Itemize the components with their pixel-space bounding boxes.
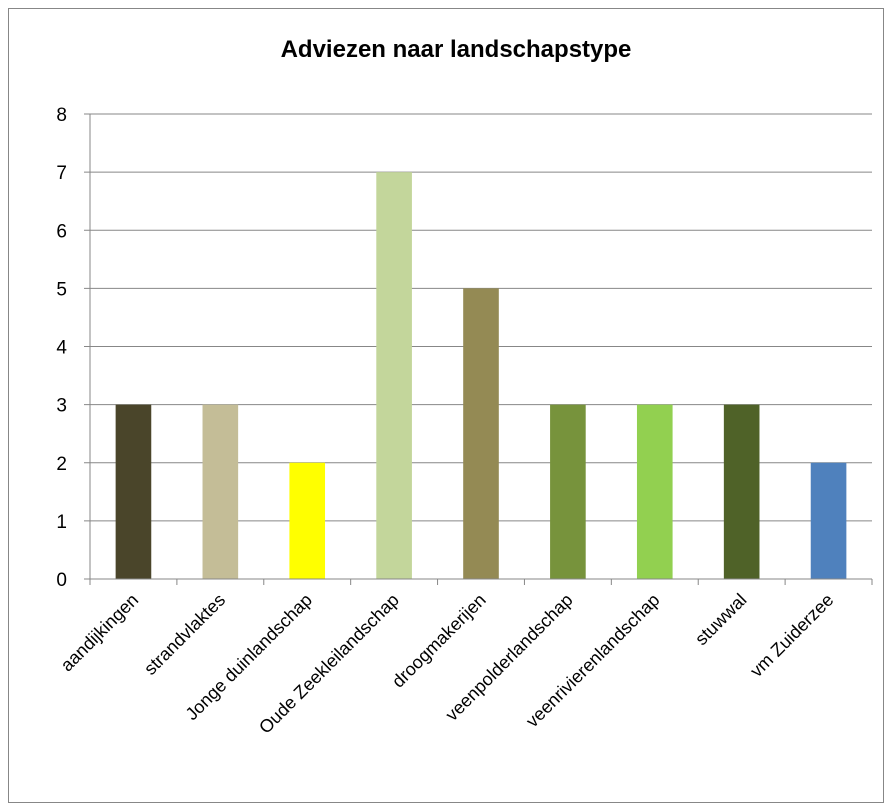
- y-tick-label: 0: [56, 570, 67, 591]
- bar: [636, 404, 673, 579]
- y-tick-labels: 0 1 2 3 4 5 6 7 8: [56, 105, 67, 591]
- y-tick-label: 8: [56, 105, 67, 126]
- y-tick-label: 6: [56, 221, 67, 242]
- x-tick-label: aandijkingen: [57, 590, 143, 676]
- bar: [289, 462, 326, 579]
- bar: [115, 404, 152, 579]
- y-tick-label: 2: [56, 454, 67, 475]
- chart-title: Adviezen naar landschapstype: [281, 36, 632, 63]
- bar: [550, 404, 586, 579]
- y-tick-label: 1: [56, 512, 67, 533]
- bar: [810, 462, 847, 579]
- axes: [84, 113, 873, 585]
- bar: [463, 288, 499, 579]
- bar: [376, 172, 412, 579]
- x-tick-label: Oude Zeekleilandschap: [255, 590, 403, 738]
- bars: [115, 172, 847, 579]
- x-tick-label: stuwwal: [691, 590, 750, 649]
- y-tick-label: 5: [56, 279, 67, 300]
- x-tick-label: droogmakerijen: [388, 590, 490, 692]
- y-tick-label: 7: [56, 163, 67, 184]
- bar: [723, 404, 760, 579]
- bar: [202, 404, 239, 579]
- y-tick-label: 3: [56, 396, 67, 417]
- x-tick-label: strandvlaktes: [140, 590, 229, 679]
- x-tick-label: vm Zuiderzee: [746, 590, 837, 681]
- y-tick-label: 4: [56, 338, 67, 359]
